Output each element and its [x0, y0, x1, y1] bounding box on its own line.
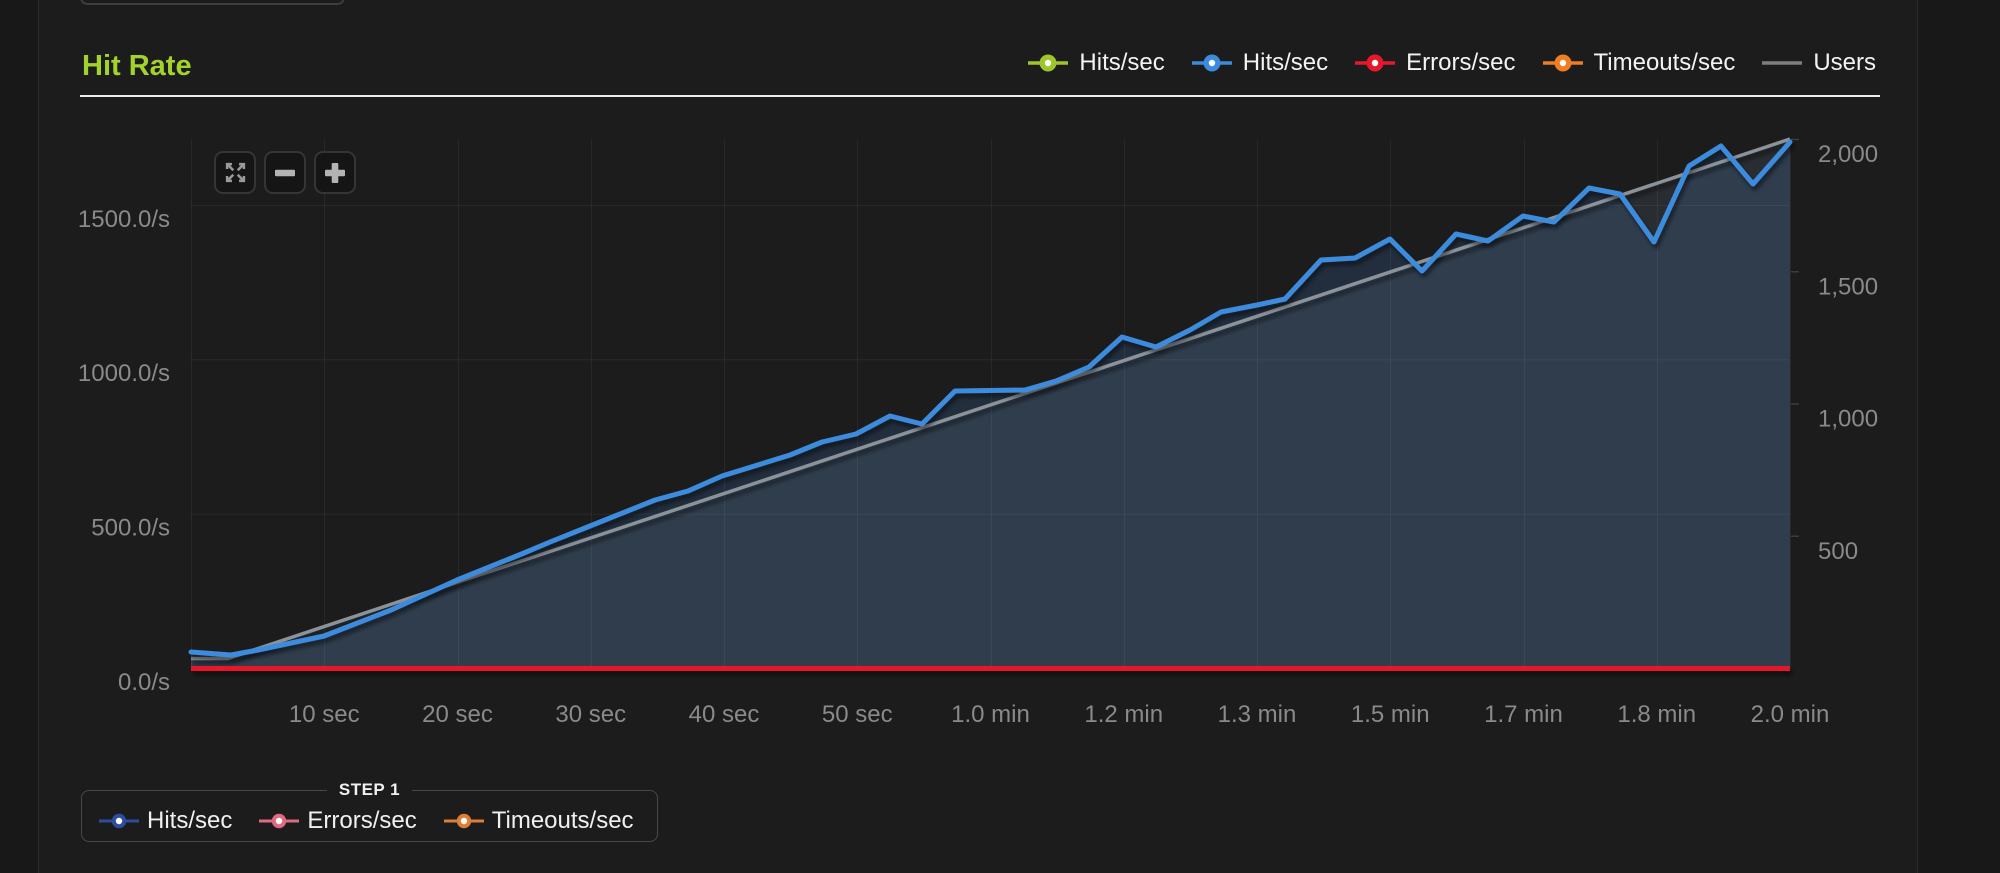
svg-text:2,000: 2,000: [1818, 141, 1878, 168]
svg-text:500.0/s: 500.0/s: [91, 515, 170, 542]
svg-text:1,000: 1,000: [1818, 406, 1878, 433]
svg-text:30 sec: 30 sec: [555, 701, 626, 728]
svg-text:1.2 min: 1.2 min: [1084, 701, 1163, 728]
svg-text:1.3 min: 1.3 min: [1218, 701, 1297, 728]
svg-text:1.5 min: 1.5 min: [1351, 701, 1430, 728]
svg-text:1,500: 1,500: [1818, 274, 1878, 301]
svg-text:40 sec: 40 sec: [689, 701, 760, 728]
svg-text:1000.0/s: 1000.0/s: [78, 360, 170, 387]
svg-text:1500.0/s: 1500.0/s: [78, 206, 170, 233]
svg-text:1.7 min: 1.7 min: [1484, 701, 1563, 728]
svg-text:2.0 min: 2.0 min: [1751, 701, 1830, 728]
svg-text:10 sec: 10 sec: [289, 701, 360, 728]
svg-text:20 sec: 20 sec: [422, 701, 493, 728]
svg-text:1.0 min: 1.0 min: [951, 701, 1030, 728]
svg-text:0.0/s: 0.0/s: [118, 669, 170, 696]
svg-text:1.8 min: 1.8 min: [1617, 701, 1696, 728]
svg-text:50 sec: 50 sec: [822, 701, 893, 728]
svg-text:500: 500: [1818, 538, 1858, 565]
